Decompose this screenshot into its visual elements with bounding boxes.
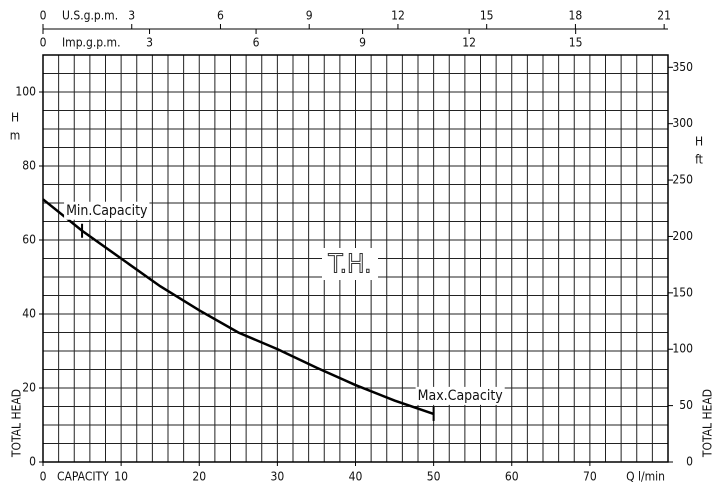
x-tick-label: 0 xyxy=(40,470,47,484)
y-unit: m xyxy=(10,129,21,143)
y-tick-label: 80 xyxy=(22,159,36,173)
x-tick-label: 20 xyxy=(192,470,206,484)
plot: Min.Capacity Max.Capacity xyxy=(42,198,505,421)
y2-label: TOTAL HEAD xyxy=(701,389,715,458)
y-tick-label: 40 xyxy=(22,307,36,321)
top-axis-tick-label: 9 xyxy=(359,36,366,50)
y2-tick-label: 0 xyxy=(686,455,693,469)
y2-tick-label: 350 xyxy=(672,60,693,74)
top-axis-tick-label: 0 xyxy=(40,36,47,50)
top-axis-label: U.S.g.p.m. xyxy=(62,9,118,23)
top-axis-tick-label: 21 xyxy=(657,9,671,23)
y2-tick-label: 300 xyxy=(672,116,693,130)
top-axis-tick-label: 15 xyxy=(569,36,583,50)
x-tick-label: 60 xyxy=(505,470,519,484)
y2-symbol: H xyxy=(695,135,703,149)
y2-unit: ft xyxy=(695,153,703,167)
top-axis-tick-label: 9 xyxy=(306,9,313,23)
x-tick-label: 10 xyxy=(114,470,128,484)
x-tick-label: 70 xyxy=(583,470,597,484)
top-axis-tick-label: 6 xyxy=(217,9,224,23)
y-tick-label: 20 xyxy=(22,381,36,395)
curve-label-box xyxy=(322,248,378,280)
curve xyxy=(42,198,435,416)
y-symbol: H xyxy=(11,111,19,125)
y-tick-label: 60 xyxy=(22,233,36,247)
y-tick-label: 0 xyxy=(29,455,36,469)
x-label: CAPACITY xyxy=(57,470,109,484)
x-tick-label: 50 xyxy=(427,470,441,484)
curve-label: T.H. xyxy=(327,250,371,280)
y2-tick-label: 50 xyxy=(679,398,693,412)
top-axis-tick-label: 12 xyxy=(391,9,405,23)
y2-tick-label: 200 xyxy=(672,229,693,243)
top-axis-tick-label: 3 xyxy=(146,36,153,50)
y-label: TOTAL HEAD xyxy=(10,389,24,458)
grid xyxy=(42,54,669,463)
top-axis-tick-label: 12 xyxy=(462,36,476,50)
top-axis-tick-label: 0 xyxy=(40,9,47,23)
top-axis-tick-label: 3 xyxy=(128,9,135,23)
y-tick-label: 100 xyxy=(15,85,36,99)
y2-tick-label: 100 xyxy=(672,342,693,356)
x-tick-label: 30 xyxy=(271,470,285,484)
annotation: Min.Capacity xyxy=(66,203,148,219)
top-axis-label: Imp.g.p.m. xyxy=(62,36,121,50)
top-axis-tick-label: 15 xyxy=(480,9,494,23)
annotation: Max.Capacity xyxy=(418,388,504,404)
x-tick-label: 40 xyxy=(349,470,363,484)
top-axis-tick-label: 18 xyxy=(569,9,583,23)
top-axis-tick-label: 6 xyxy=(253,36,260,50)
y2-tick-label: 250 xyxy=(672,173,693,187)
x-unit: Q l/min xyxy=(626,470,665,484)
annotation-box xyxy=(415,386,505,405)
annotation-box xyxy=(64,201,150,220)
y2-tick-label: 150 xyxy=(672,285,693,299)
